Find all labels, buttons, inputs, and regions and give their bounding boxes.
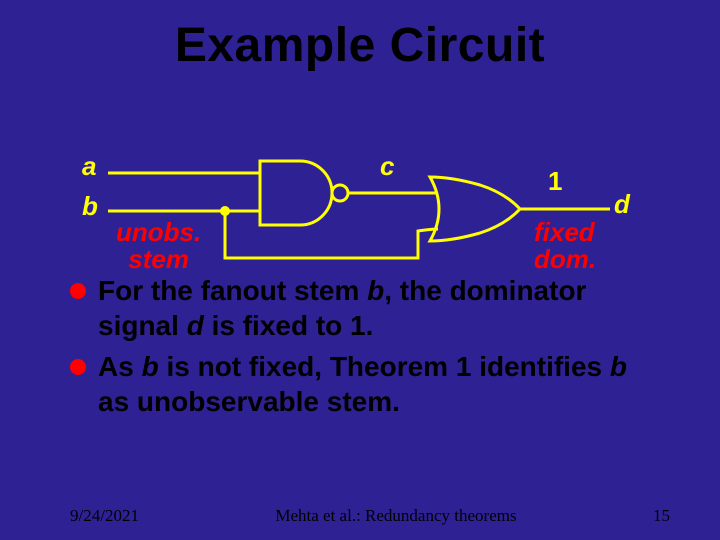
footer-center: Mehta et al.: Redundancy theorems <box>275 506 516 526</box>
bullet-seg: is not fixed, Theorem 1 identifies <box>159 351 610 382</box>
annot-fixed-l2: dom. <box>534 246 596 273</box>
circuit-diagram: a b c 1 d unobs. stem fixed dom. <box>0 73 720 273</box>
bullet-text: As b is not fixed, Theorem 1 identifies … <box>98 349 660 419</box>
label-b: b <box>82 191 98 222</box>
bullet-seg: As <box>98 351 142 382</box>
nand-gate <box>260 161 332 225</box>
bullet-row: For the fanout stem b, the dominator sig… <box>70 273 660 343</box>
footer-date: 9/24/2021 <box>70 506 139 526</box>
wire-fanout <box>225 211 438 258</box>
bullet-dot-icon <box>70 283 86 299</box>
annot-unobs: unobs. stem <box>116 219 201 274</box>
label-c: c <box>380 151 394 182</box>
slide-footer: 9/24/2021 Mehta et al.: Redundancy theor… <box>0 506 720 526</box>
circuit-svg <box>0 73 720 273</box>
bullet-em: b <box>610 351 627 382</box>
annot-unobs-l1: unobs. <box>116 219 201 246</box>
bullet-list: For the fanout stem b, the dominator sig… <box>0 273 720 419</box>
bullet-dot-icon <box>70 359 86 375</box>
bullet-em: b <box>142 351 159 382</box>
label-a: a <box>82 151 96 182</box>
annot-fixed-l1: fixed <box>534 219 596 246</box>
bullet-seg: is fixed to 1. <box>204 310 374 341</box>
nand-invert-bubble <box>332 185 348 201</box>
bullet-seg: For the fanout stem <box>98 275 367 306</box>
bullet-text: For the fanout stem b, the dominator sig… <box>98 273 660 343</box>
annot-fixed: fixed dom. <box>534 219 596 274</box>
footer-page: 15 <box>653 506 670 526</box>
bullet-em: b <box>367 275 384 306</box>
slide-title: Example Circuit <box>0 0 720 73</box>
annot-unobs-l2: stem <box>116 246 201 273</box>
label-one: 1 <box>548 166 562 197</box>
bullet-seg: as unobservable stem. <box>98 386 400 417</box>
bullet-row: As b is not fixed, Theorem 1 identifies … <box>70 349 660 419</box>
bullet-em: d <box>187 310 204 341</box>
or-gate <box>430 177 520 241</box>
label-d: d <box>614 189 630 220</box>
